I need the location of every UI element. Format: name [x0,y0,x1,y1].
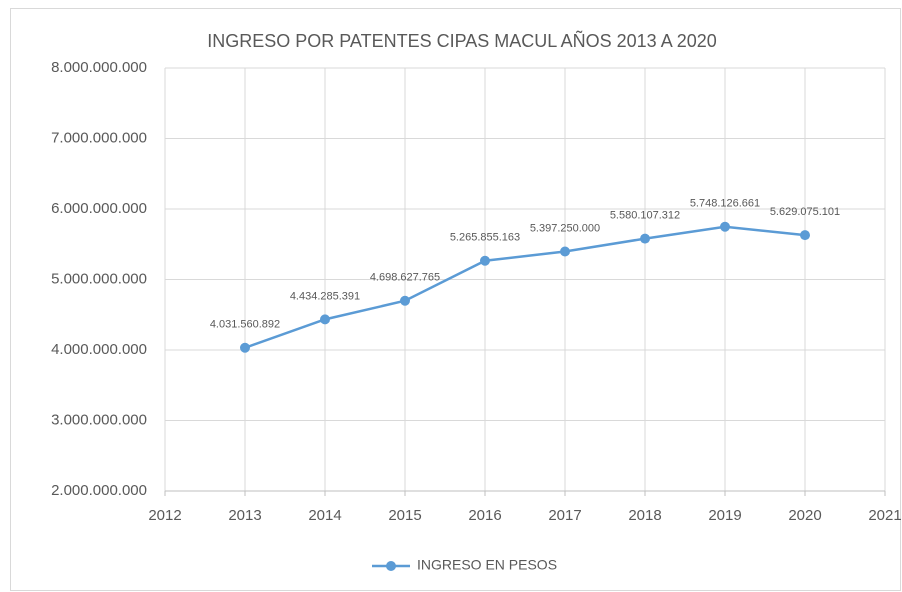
data-point [640,233,650,244]
x-tick-label: 2020 [788,507,821,524]
data-label: 4.031.560.892 [210,319,280,331]
x-tick-label: 2019 [708,507,741,524]
data-label: 5.629.075.101 [770,206,840,218]
x-tick-label: 2014 [308,507,341,524]
data-point [240,342,250,353]
y-tick-label: 7.000.000.000 [51,129,147,146]
legend-label: INGRESO EN PESOS [417,557,557,573]
data-point [400,295,410,306]
data-label: 5.265.855.163 [450,232,520,244]
y-tick-label: 6.000.000.000 [51,200,147,217]
x-tick-label: 2015 [388,507,421,524]
data-point [720,221,730,232]
data-label: 5.748.126.661 [690,198,760,210]
data-label: 5.397.250.000 [530,222,600,234]
y-tick-label: 3.000.000.000 [51,411,147,428]
x-tick-label: 2013 [228,507,261,524]
chart-frame [10,8,901,591]
x-tick-label: 2016 [468,507,501,524]
chart-title: INGRESO POR PATENTES CIPAS MACUL AÑOS 20… [207,30,717,51]
y-tick-label: 2.000.000.000 [51,482,147,499]
y-tick-label: 5.000.000.000 [51,270,147,287]
y-tick-label: 4.000.000.000 [51,341,147,358]
x-tick-label: 2017 [548,507,581,524]
y-tick-label: 8.000.000.000 [51,59,147,76]
legend-marker [386,561,396,571]
x-tick-label: 2018 [628,507,661,524]
data-label: 4.434.285.391 [290,290,360,302]
x-tick-label: 2021 [868,507,901,524]
data-point [800,230,810,241]
x-tick-label: 2012 [148,507,181,524]
data-point [320,314,330,325]
series-line [244,225,806,349]
data-point [480,255,490,266]
data-label: 5.580.107.312 [610,210,680,222]
data-point [560,246,570,257]
data-label: 4.698.627.765 [370,272,440,284]
